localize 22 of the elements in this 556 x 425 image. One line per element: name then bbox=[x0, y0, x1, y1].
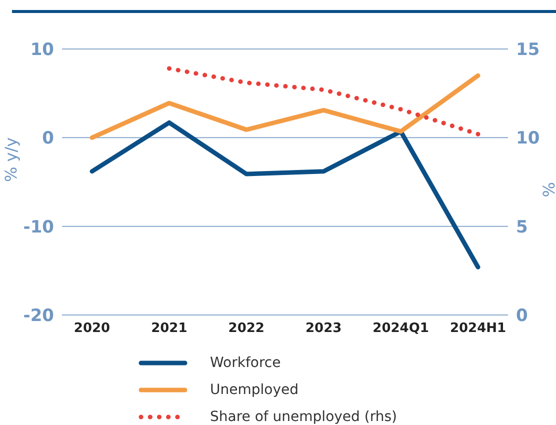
x-tick-label: 2020 bbox=[74, 321, 110, 336]
line-series bbox=[166, 66, 480, 136]
y2-tick-label: 5 bbox=[516, 217, 528, 238]
x-tick-label: 2022 bbox=[228, 321, 264, 336]
x-tick-label: 2024H1 bbox=[450, 321, 506, 336]
legend-label: Workforce bbox=[210, 355, 281, 371]
y-tick-label: 10 bbox=[30, 40, 54, 60]
y2-axis-title: % bbox=[540, 182, 556, 198]
line-series bbox=[90, 73, 480, 140]
legend-label: Share of unemployed (rhs) bbox=[210, 409, 397, 425]
y-tick-label: -20 bbox=[23, 306, 54, 326]
y2-tick-label: 0 bbox=[516, 306, 528, 326]
y-tick-label: -10 bbox=[23, 217, 54, 238]
x-tick-label: 2024Q1 bbox=[372, 321, 429, 336]
y2-tick-label: 15 bbox=[516, 40, 540, 60]
y-axis-title: % y/y bbox=[2, 137, 21, 182]
line-series bbox=[90, 120, 480, 270]
y2-tick-label: 10 bbox=[516, 128, 540, 149]
y-tick-label: 0 bbox=[42, 128, 54, 149]
legend-label: Unemployed bbox=[210, 382, 298, 398]
x-tick-label: 2021 bbox=[151, 321, 188, 336]
x-tick-label: 2023 bbox=[306, 321, 342, 336]
